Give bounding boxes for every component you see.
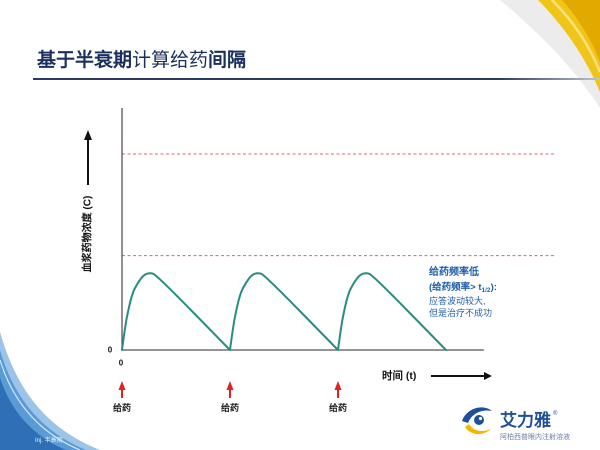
registered-mark: ® [553, 411, 558, 417]
dose-label: 给药 [329, 402, 347, 413]
brand-eye-lower-arc [465, 424, 491, 435]
title-underline [33, 78, 600, 80]
annotation-condition-suffix: ): [490, 282, 497, 293]
dose-label: 给药 [113, 402, 131, 413]
footer-note: Inj. 半衰期 [35, 438, 63, 444]
brand-name: 艾力雅 [500, 411, 551, 430]
brand-eye-icon [462, 407, 492, 435]
dose-marker: 给药 [329, 381, 347, 413]
annotation-condition: (给药频率> t1/2): [429, 280, 497, 295]
dose-markers: 给药 给药 给药 [113, 381, 347, 413]
x-axis-label: 时间 (t) [382, 369, 416, 382]
dose-marker: 给药 [113, 381, 131, 413]
annotation-condition-prefix: (给药频率> t [429, 282, 482, 293]
chart-annotation: 给药频率低 (给药频率> t1/2): 应答波动较大, 但是治疗不成功 [429, 266, 497, 319]
right-arrow-icon [484, 372, 492, 380]
title-part: 间隔 [208, 50, 247, 71]
half-life-subscript: 1/2 [481, 287, 491, 294]
up-arrow-icon [84, 130, 92, 140]
brand-eye-iris [474, 415, 484, 425]
x-tick-label: 0 [119, 359, 124, 368]
title-part: 给药 [170, 50, 209, 71]
brand-eye-upper-arc [462, 407, 492, 423]
annotation-note: 应答波动较大, [429, 296, 486, 306]
y-tick-label: 0 [108, 346, 113, 355]
title-part: 基于半衰期 [37, 50, 133, 71]
dose-arrow-icon [118, 381, 126, 390]
brand-eye-pupil-highlight [478, 416, 483, 421]
corner-swoosh-highlight [551, 0, 600, 73]
series-group [121, 272, 447, 351]
annotation-heading: 给药频率低 [429, 267, 479, 278]
corner-swoosh-blue-highlight [0, 359, 81, 450]
dose-label: 给药 [221, 402, 239, 413]
corner-swoosh-blue-dark [0, 378, 66, 450]
dose-arrow-icon [226, 381, 234, 390]
annotation-note: 但是治疗不成功 [429, 308, 493, 318]
y-axis-label: 血浆药物浓度 (C) [81, 196, 94, 273]
brand-tagline: 阿柏西普眼内注射溶液 [500, 434, 570, 441]
reference-lines [122, 153, 555, 257]
dose-marker: 给药 [221, 381, 239, 413]
corner-swoosh-gold-dark [562, 0, 600, 62]
page-title: 基于半衰期计算给药间隔 [37, 49, 246, 73]
title-part: 计算 [132, 50, 171, 71]
dose-arrow-icon [334, 381, 342, 390]
concentration-curve [121, 272, 447, 351]
